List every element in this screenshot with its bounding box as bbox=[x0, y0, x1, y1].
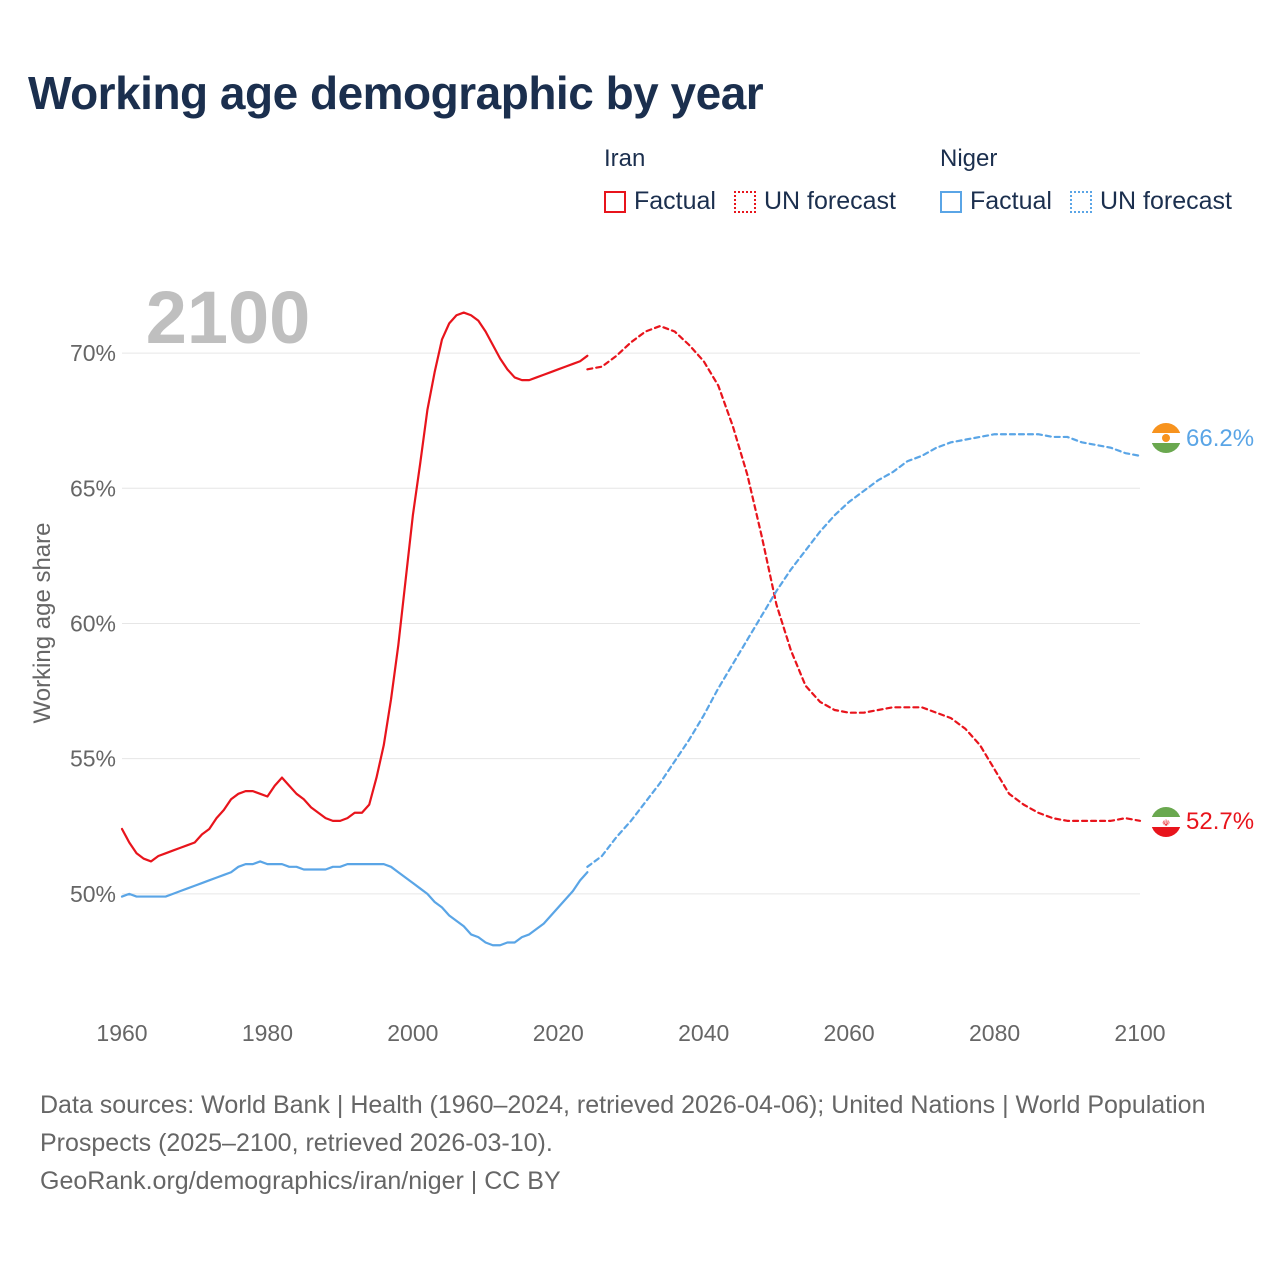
iran-forecast-line bbox=[586, 324, 1142, 822]
legend-niger-title: Niger bbox=[940, 145, 998, 172]
end-markers: ☫ 66.2% 52.7% bbox=[1151, 423, 1254, 837]
x-tick-label: 2080 bbox=[969, 1020, 1020, 1046]
x-tick-label: 1960 bbox=[96, 1020, 147, 1046]
legend-iran-factual-swatch bbox=[604, 190, 626, 213]
legend-niger-forecast-swatch bbox=[1069, 190, 1092, 213]
legend-iran-factual-label: Factual bbox=[634, 187, 716, 215]
y-tick-label: 60% bbox=[70, 610, 116, 636]
x-tick-label: 2100 bbox=[1114, 1020, 1165, 1046]
line-chart: 2100 Working age share 50% 55% 60% 65% 70% 1… bbox=[29, 276, 1254, 1046]
y-tick-label: 65% bbox=[70, 475, 116, 501]
x-tick-label: 2040 bbox=[678, 1020, 729, 1046]
legend-niger-factual-swatch bbox=[940, 190, 962, 213]
x-tick-label: 2020 bbox=[533, 1020, 584, 1046]
series-lines bbox=[120, 311, 1142, 947]
niger-end-value: 66.2% bbox=[1186, 425, 1254, 452]
legend-niger-factual[interactable]: Factual bbox=[940, 187, 1052, 216]
y-axis-label: Working age share bbox=[29, 523, 56, 724]
niger-forecast-line bbox=[586, 433, 1142, 868]
x-tick-label: 1980 bbox=[242, 1020, 293, 1046]
gridlines bbox=[122, 352, 1140, 895]
year-watermark: 2100 bbox=[146, 276, 311, 359]
legend-niger: Niger Factual UN forecast bbox=[940, 145, 1250, 216]
data-sources-text: Data sources: World Bank | Health (1960–… bbox=[40, 1091, 1206, 1157]
x-tick-label: 2000 bbox=[387, 1020, 438, 1046]
footer-sources: Data sources: World Bank | Health (1960–… bbox=[40, 1086, 1220, 1200]
y-tick-label: 70% bbox=[70, 340, 116, 366]
legend-iran-title: Iran bbox=[604, 145, 646, 172]
y-tick-label: 50% bbox=[70, 881, 116, 907]
legend-iran-forecast-swatch bbox=[733, 190, 756, 213]
legend-niger-forecast[interactable]: UN forecast bbox=[1069, 187, 1232, 216]
legend-iran-forecast-label: UN forecast bbox=[763, 187, 896, 215]
legend-iran-factual[interactable]: Factual bbox=[604, 187, 716, 216]
iran-flag-icon: ☫ bbox=[1151, 807, 1181, 837]
iran-end-value: 52.7% bbox=[1186, 808, 1254, 835]
y-tick-labels: 50% 55% 60% 65% 70% bbox=[70, 340, 116, 907]
y-tick-label: 55% bbox=[70, 746, 116, 772]
niger-flag-icon bbox=[1151, 423, 1181, 453]
chart-title: Working age demographic by year bbox=[28, 67, 764, 119]
legend-niger-forecast-label: UN forecast bbox=[1099, 187, 1232, 215]
svg-text:☫: ☫ bbox=[1162, 819, 1170, 829]
legend-iran-forecast[interactable]: UN forecast bbox=[733, 187, 896, 216]
legend-niger-factual-label: Factual bbox=[970, 187, 1052, 215]
x-tick-labels: 1960 1980 2000 2020 2040 2060 2080 2100 bbox=[96, 1020, 1165, 1046]
iran-factual-line bbox=[120, 311, 589, 863]
niger-factual-line bbox=[120, 860, 589, 947]
attribution-link[interactable]: GeoRank.org/demographics/iran/niger | CC… bbox=[40, 1167, 561, 1195]
legend-iran: Iran Factual UN forecast bbox=[604, 145, 914, 216]
x-tick-label: 2060 bbox=[824, 1020, 875, 1046]
